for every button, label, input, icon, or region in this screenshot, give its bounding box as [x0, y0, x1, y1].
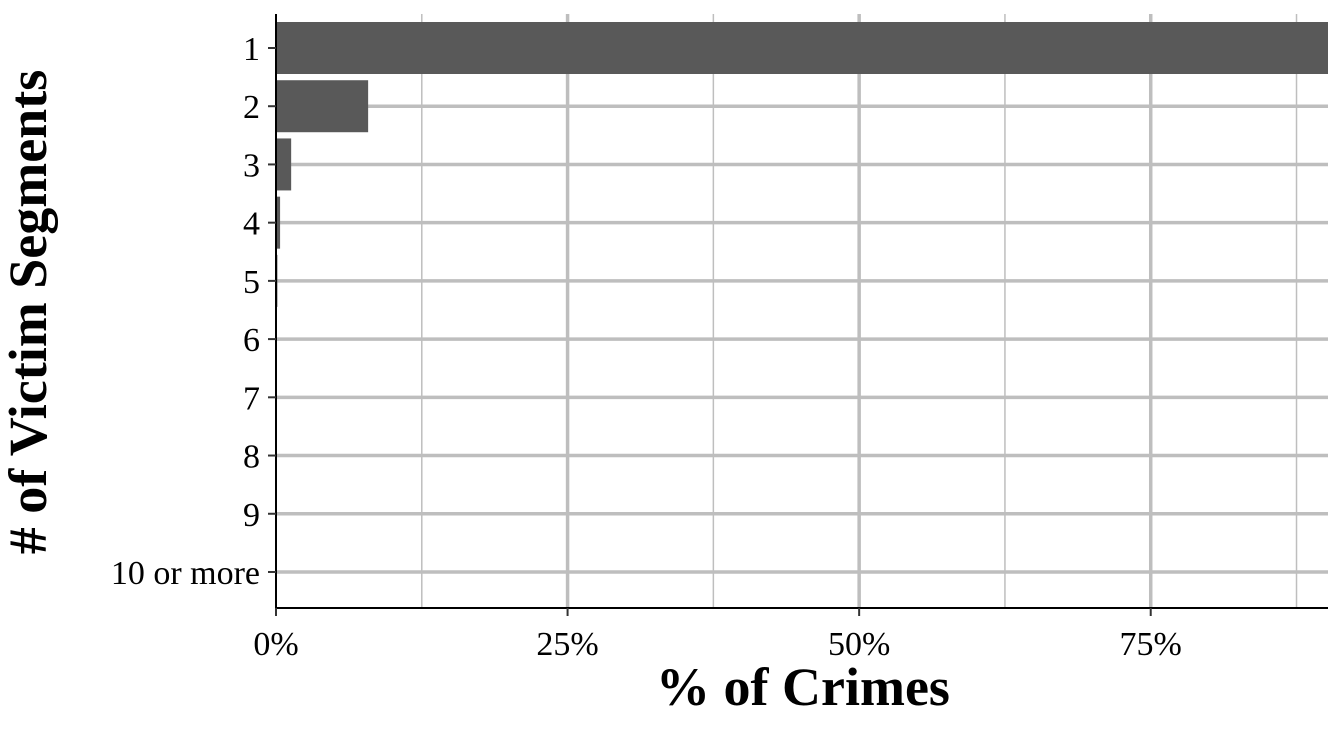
y-tick-label: 1 — [243, 31, 260, 68]
bar-1 — [276, 22, 1328, 74]
y-tick-label: 5 — [243, 264, 260, 301]
bar-2 — [276, 80, 369, 133]
major-gridlines — [276, 14, 1328, 608]
y-axis-title: # of Victim Segments — [0, 70, 58, 554]
bars — [276, 22, 1328, 598]
y-tick-label: 2 — [243, 89, 260, 126]
bar-4 — [276, 196, 281, 249]
minor-gridlines — [421, 14, 1298, 608]
y-tick-label: 10 or more — [111, 555, 260, 592]
axes — [268, 14, 1328, 616]
x-tick-label: 0% — [253, 626, 298, 663]
x-tick-labels: 0% 25% 50% 75% — [253, 626, 1182, 663]
x-tick-label: 75% — [1120, 626, 1182, 663]
y-tick-label: 6 — [243, 322, 260, 359]
x-tick-label: 25% — [536, 626, 598, 663]
x-axis-title: % of Crimes — [656, 657, 950, 717]
y-tick-label: 3 — [243, 147, 260, 184]
y-tick-label: 9 — [243, 497, 260, 534]
y-tick-labels: 1 2 3 4 5 6 7 8 9 10 or more — [111, 31, 260, 592]
y-tick-label: 4 — [243, 206, 260, 243]
y-tick-label: 8 — [243, 439, 260, 476]
y-tick-label: 7 — [243, 380, 260, 417]
x-tick-label: 50% — [828, 626, 890, 663]
bar-3 — [276, 138, 292, 191]
